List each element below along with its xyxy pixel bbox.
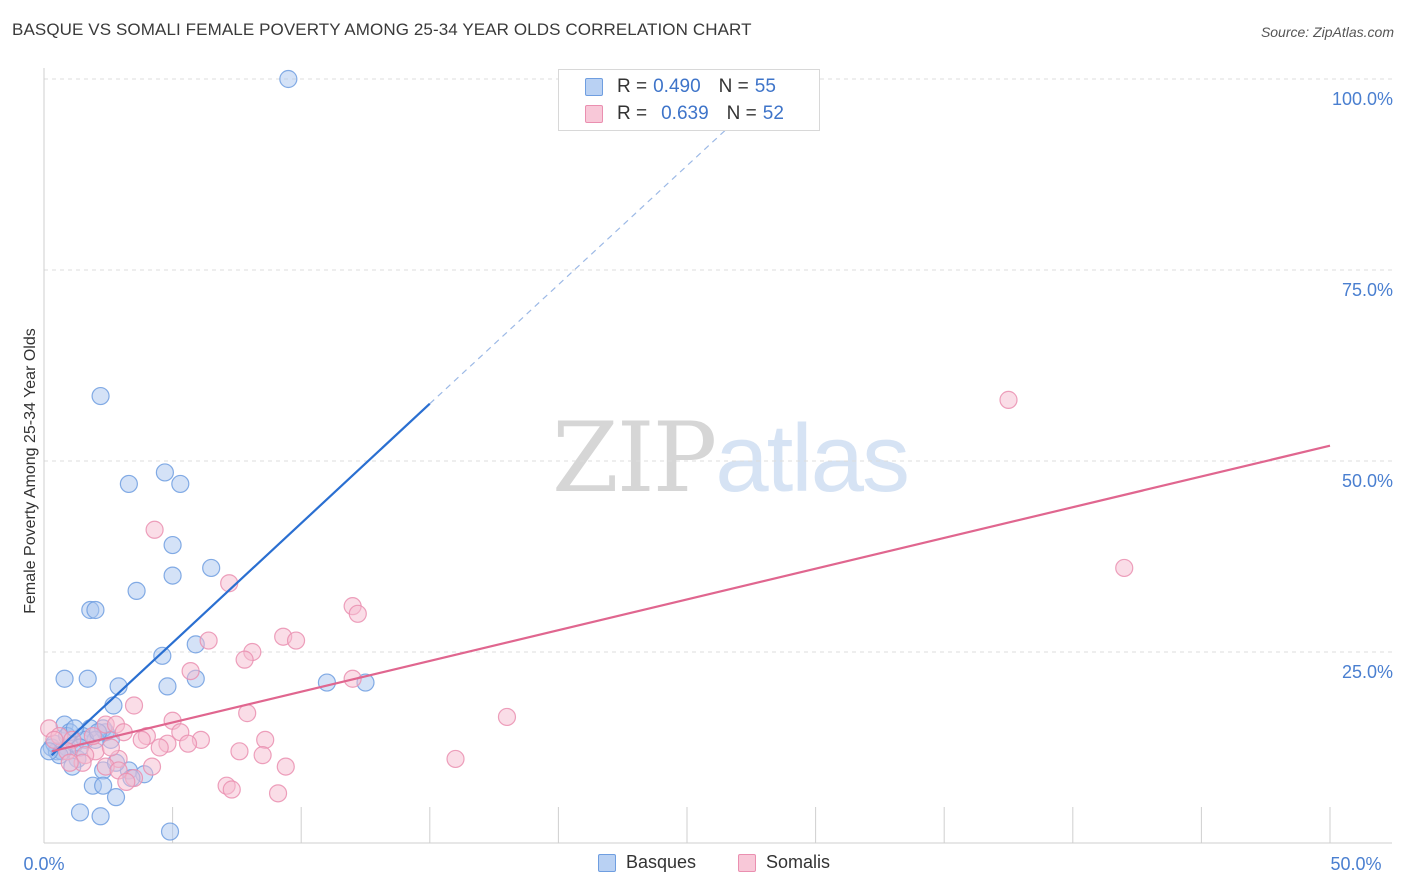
basques-point [104, 696, 123, 715]
somalis-point [222, 780, 241, 799]
somalis-point [235, 650, 254, 669]
somalis-point [446, 749, 465, 769]
basques-point [106, 788, 126, 807]
somalis-point [276, 757, 295, 776]
legend-row-basques: R = 0.490 N = 55 [559, 74, 794, 100]
somalis-point [60, 753, 79, 772]
legend-n-value: 52 [762, 103, 784, 124]
basques-point [158, 677, 177, 696]
basques-point [160, 822, 180, 841]
basques-swatch-icon [585, 78, 603, 96]
basques-point [163, 566, 182, 585]
somalis-point [348, 604, 367, 623]
somalis-point [145, 520, 164, 539]
somalis-trend-line [51, 444, 1331, 753]
basques-point [279, 69, 298, 89]
somalis-point [253, 746, 272, 765]
basques-point [202, 558, 221, 578]
correlation-legend: R = 0.490 N = 55 R = 0.639 N = 52 [558, 69, 820, 131]
y-axis-label: Female Poverty Among 25-34 Year Olds [22, 328, 39, 614]
somalis-swatch-icon [585, 105, 603, 123]
legend-r-value: 0.639 [661, 103, 709, 124]
somalis-point [117, 772, 136, 791]
basques-point [94, 776, 113, 795]
x-tick-label: 50.0% [1330, 854, 1381, 874]
somalis-point [268, 784, 288, 803]
somalis-point [999, 390, 1018, 409]
somalis-point [230, 742, 249, 761]
basques-point [91, 386, 110, 406]
legend-item-somalis: Somalis [738, 852, 830, 873]
basques-point [163, 535, 182, 555]
legend-n-value: 55 [754, 76, 776, 97]
somalis-point [124, 696, 144, 715]
x-tick-label: 0.0% [23, 854, 64, 874]
somalis-point [142, 757, 162, 776]
watermark-zip: ZIP [552, 402, 717, 514]
somalis-point [150, 738, 169, 757]
somalis-point [1115, 558, 1134, 578]
legend-label-somalis: Somalis [766, 852, 831, 872]
somalis-legend-icon [738, 853, 756, 872]
legend-r-value: 0.490 [653, 76, 701, 97]
legend-n-label: N = [718, 76, 749, 97]
basques-point [70, 803, 90, 822]
source-label: Source: ZipAtlas.com [1260, 24, 1394, 40]
legend-r-label: R = [617, 76, 648, 97]
legend-row-somalis: R = 0.639 N = 52 [559, 101, 802, 127]
basques-point [127, 581, 146, 600]
y-tick-label: 50.0% [1342, 471, 1393, 491]
somalis-point [497, 707, 517, 727]
watermark-atlas: atlas [715, 405, 910, 512]
somalis-point [286, 631, 306, 650]
somalis-point [101, 738, 120, 757]
somalis-point [132, 730, 151, 749]
basques-point [91, 807, 110, 826]
series-legend: Basques Somalis [0, 852, 1406, 878]
chart-title: BASQUE VS SOMALI FEMALE POVERTY AMONG 25… [12, 20, 752, 39]
somalis-point [238, 704, 257, 723]
basques-point [55, 669, 74, 688]
legend-r-label: R = [617, 103, 648, 124]
basques-point [155, 463, 174, 482]
legend-label-basques: Basques [626, 852, 697, 872]
somalis-point [178, 734, 198, 753]
basques-trend-extension [429, 93, 765, 405]
legend-item-basques: Basques [598, 852, 696, 873]
y-tick-label: 75.0% [1342, 280, 1393, 300]
y-tick-label: 25.0% [1342, 662, 1393, 682]
basques-legend-icon [598, 853, 616, 872]
basques-point [78, 669, 97, 688]
y-tick-label: 100.0% [1332, 89, 1393, 109]
somalis-point [181, 661, 200, 681]
basques-trend-line [50, 402, 431, 756]
basques-point [119, 474, 138, 494]
watermark: ZIPatlas [552, 402, 910, 514]
somalis-point [256, 730, 275, 749]
basques-point [317, 673, 337, 692]
basques-point [86, 600, 105, 620]
legend-n-label: N = [726, 103, 757, 124]
basques-point [171, 474, 190, 494]
basques-point [153, 646, 172, 665]
somalis-point [199, 631, 218, 650]
somalis-point [45, 730, 64, 749]
